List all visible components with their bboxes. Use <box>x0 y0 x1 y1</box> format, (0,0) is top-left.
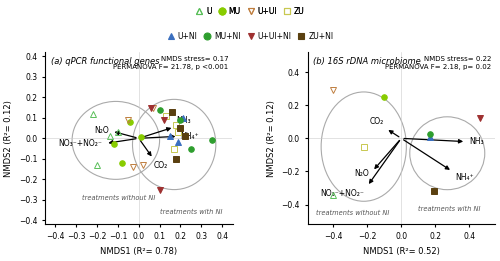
Text: NMDS stress= 0.17
PERMANOVA F= 21.78, p <0.001: NMDS stress= 0.17 PERMANOVA F= 21.78, p … <box>114 56 228 70</box>
Text: NO₃⁻+NO₂⁻: NO₃⁻+NO₂⁻ <box>320 189 364 198</box>
Text: NH₄⁺: NH₄⁺ <box>180 132 199 141</box>
Text: (a) qPCR functional genes: (a) qPCR functional genes <box>50 57 159 66</box>
Text: NH₃: NH₃ <box>470 137 484 146</box>
Legend: U+NI, MU+NI, U+UI+NI, ZU+NI: U+NI, MU+NI, U+UI+NI, ZU+NI <box>164 29 336 44</box>
Y-axis label: NMDS2 (R²= 0.12): NMDS2 (R²= 0.12) <box>4 100 14 177</box>
Text: treatments without NI: treatments without NI <box>82 195 156 201</box>
Text: treatments with NI: treatments with NI <box>160 209 222 215</box>
Text: treatments without NI: treatments without NI <box>316 210 390 216</box>
Text: treatments with NI: treatments with NI <box>418 206 481 212</box>
Text: N₂O: N₂O <box>94 126 109 135</box>
Text: CO₂: CO₂ <box>154 161 168 170</box>
Text: NH₄⁺: NH₄⁺ <box>455 173 473 182</box>
Text: CO₂: CO₂ <box>370 117 384 126</box>
X-axis label: NMDS1 (R²= 0.52): NMDS1 (R²= 0.52) <box>363 247 440 256</box>
Y-axis label: NMDS2 (R²= 0.12): NMDS2 (R²= 0.12) <box>267 100 276 177</box>
Text: NH₃: NH₃ <box>176 116 190 125</box>
Text: N₂O: N₂O <box>354 169 370 178</box>
Legend: U, MU, U+UI, ZU: U, MU, U+UI, ZU <box>192 4 308 19</box>
Text: (b) 16S rDNA microbiome: (b) 16S rDNA microbiome <box>313 57 421 66</box>
Text: NMDS stress= 0.22
PERMANOVA F= 2.18, p= 0.02: NMDS stress= 0.22 PERMANOVA F= 2.18, p= … <box>385 56 491 70</box>
X-axis label: NMDS1 (R²= 0.78): NMDS1 (R²= 0.78) <box>100 247 178 256</box>
Text: NO₃⁻+NO₂⁻: NO₃⁻+NO₂⁻ <box>58 139 102 148</box>
